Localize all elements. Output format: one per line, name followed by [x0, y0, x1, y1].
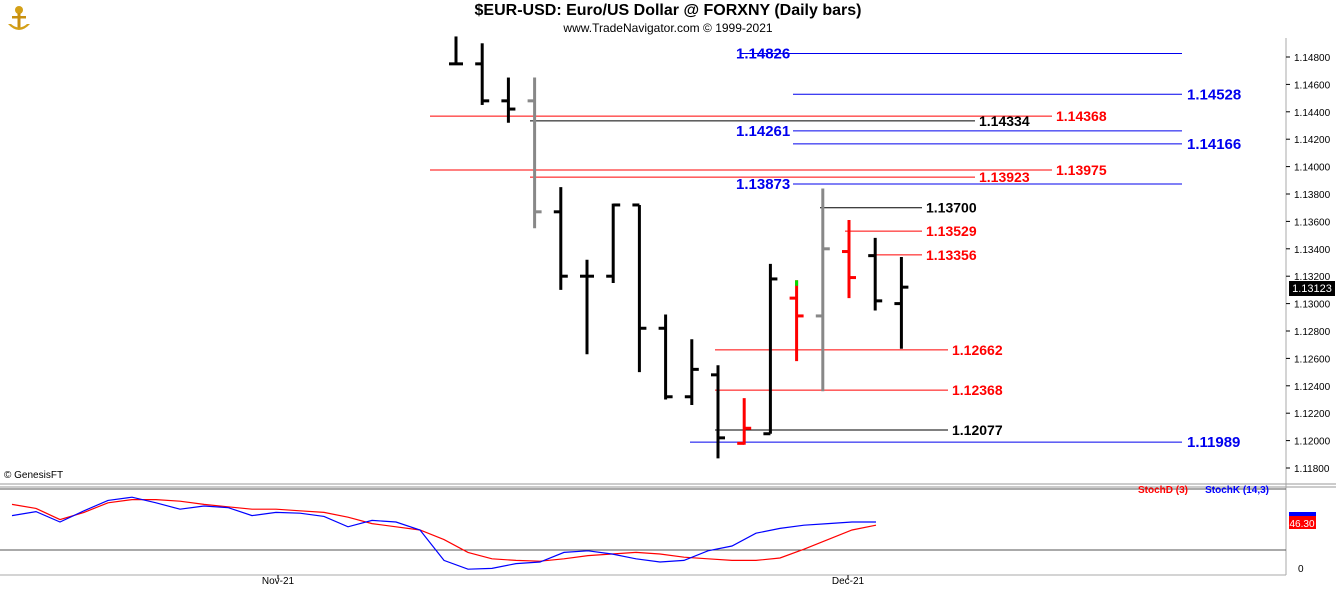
ohlc-bar — [842, 220, 856, 299]
level-label: 1.14368 — [1056, 108, 1107, 124]
ohlc-bar — [553, 187, 568, 290]
legend-stochd: StochD (3) — [1138, 485, 1188, 496]
level-label: 1.13700 — [926, 200, 977, 216]
watermark: © GenesisFT — [4, 470, 63, 481]
ohlc-bar — [606, 203, 621, 284]
ohlc-bar — [501, 77, 516, 123]
ohlc-bar — [894, 257, 909, 349]
level-label: 1.13873 — [736, 176, 790, 193]
ohlc-bar — [658, 314, 673, 400]
chart-title: $EUR-USD: Euro/US Dollar @ FORXNY (Daily… — [474, 2, 862, 19]
stoch-last-value-marker: 46.30 — [1289, 512, 1316, 530]
x-label-nov: Nov-21 — [262, 576, 295, 587]
ohlc-bar — [868, 237, 883, 311]
level-label: 1.14528 — [1187, 86, 1241, 103]
y-tick-label: 1.13800 — [1294, 190, 1331, 201]
level-label: 1.12077 — [952, 422, 1003, 438]
stochastic-panel — [11, 496, 877, 570]
last-price-marker: 1.13123 — [1289, 281, 1335, 296]
ohlc-bar — [737, 398, 752, 445]
y-tick-label: 1.12000 — [1294, 437, 1331, 448]
y-tick-label: 1.14200 — [1294, 135, 1331, 146]
y-tick-label: 1.13600 — [1294, 217, 1331, 228]
legend-stochk: StochK (14,3) — [1205, 485, 1269, 496]
stochd-line — [11, 499, 877, 562]
ohlc-bar — [527, 77, 542, 229]
y-tick-label: 1.12400 — [1294, 382, 1331, 393]
price-bars — [449, 36, 909, 459]
ohlc-bar — [763, 263, 778, 436]
last-price-label: 1.13123 — [1292, 283, 1332, 295]
chart-header: $EUR-USD: Euro/US Dollar @ FORXNY (Daily… — [0, 0, 1336, 38]
y-tick-label: 1.12600 — [1294, 354, 1331, 365]
y-tick-label: 1.12200 — [1294, 409, 1331, 420]
y-tick-label: 1.14800 — [1294, 53, 1331, 64]
ohlc-bar — [684, 339, 699, 405]
y-tick-label: 1.12800 — [1294, 327, 1331, 338]
y-tick-label: 1.13200 — [1294, 272, 1331, 283]
stoch-last-value: 46.30 — [1289, 519, 1314, 530]
x-label-dec: Dec-21 — [832, 576, 865, 587]
y-tick-label: 1.14400 — [1294, 108, 1331, 119]
level-label: 1.14261 — [736, 123, 790, 140]
y-tick-label: 1.14000 — [1294, 163, 1331, 174]
y-tick-label: 1.13400 — [1294, 245, 1331, 256]
level-label: 1.14826 — [736, 45, 790, 62]
level-label: 1.13529 — [926, 223, 977, 239]
ohlc-bar — [475, 43, 490, 105]
stochastic-legend: StochD (3) StochK (14,3) — [1138, 485, 1269, 496]
price-axis: 1.14800 1.14600 1.14400 1.14200 1.14000 1.138… — [1286, 53, 1331, 475]
level-label: 1.12662 — [952, 342, 1003, 358]
y-tick-label: 1.11800 — [1294, 464, 1330, 475]
ohlc-bar — [632, 203, 647, 373]
y-tick-label: 1.13000 — [1294, 300, 1331, 311]
chart-subtitle: www.TradeNavigator.com © 1999-2021 — [563, 21, 773, 35]
level-label: 1.13923 — [979, 169, 1030, 185]
ohlc-bar — [789, 280, 804, 362]
level-label: 1.14166 — [1187, 136, 1241, 153]
ohlc-bar — [815, 188, 830, 392]
level-label: 1.12368 — [952, 382, 1003, 398]
level-label: 1.11989 — [1187, 434, 1240, 451]
ohlc-bar — [449, 36, 463, 66]
price-levels: 1.14826 1.14528 1.14368 1.14334 1.14261 1.141… — [430, 45, 1241, 451]
tradenavigator-logo-icon — [8, 6, 30, 30]
y-tick-label: 1.14600 — [1294, 80, 1331, 91]
level-label: 1.14334 — [979, 113, 1030, 129]
stoch-axis-zero: 0 — [1298, 564, 1304, 575]
ohlc-bar — [580, 259, 594, 355]
level-label: 1.13975 — [1056, 162, 1107, 178]
level-label: 1.13356 — [926, 247, 977, 263]
stochk-line — [11, 496, 876, 570]
ohlc-bar — [711, 365, 725, 459]
